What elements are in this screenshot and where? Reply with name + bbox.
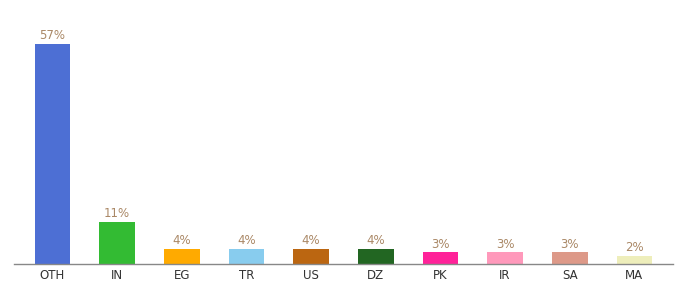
- Bar: [358, 249, 394, 264]
- Bar: [422, 252, 458, 264]
- Bar: [617, 256, 652, 264]
- Text: 57%: 57%: [39, 29, 65, 42]
- Bar: [488, 252, 523, 264]
- Bar: [293, 249, 329, 264]
- Text: 11%: 11%: [104, 207, 130, 220]
- Bar: [228, 249, 265, 264]
- Text: 3%: 3%: [431, 238, 449, 250]
- Text: 2%: 2%: [625, 242, 644, 254]
- Bar: [552, 252, 588, 264]
- Bar: [99, 222, 135, 264]
- Text: 4%: 4%: [302, 234, 320, 247]
- Bar: [164, 249, 199, 264]
- Text: 3%: 3%: [560, 238, 579, 250]
- Bar: [35, 44, 70, 264]
- Text: 3%: 3%: [496, 238, 514, 250]
- Text: 4%: 4%: [237, 234, 256, 247]
- Text: 4%: 4%: [173, 234, 191, 247]
- Text: 4%: 4%: [367, 234, 385, 247]
